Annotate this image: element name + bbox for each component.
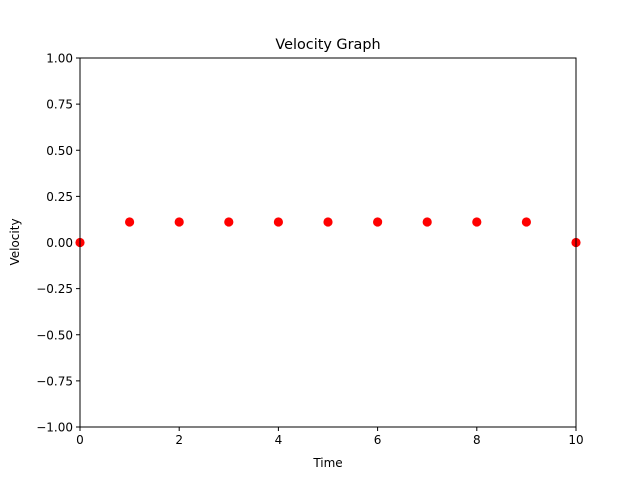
data-point (373, 217, 383, 227)
x-tick-label: 10 (568, 433, 583, 447)
chart-title: Velocity Graph (275, 37, 380, 53)
y-axis-label: Velocity (8, 218, 22, 265)
x-axis-label: Time (312, 456, 342, 470)
y-tick-label: −1.00 (36, 421, 73, 435)
x-tick-label: 2 (175, 433, 183, 447)
y-tick-label: 1.00 (46, 52, 73, 66)
y-tick-label: 0.75 (46, 98, 73, 112)
plot-area (80, 58, 576, 427)
x-axis-ticks: 0 2 4 6 8 10 (76, 427, 584, 447)
data-points (75, 217, 581, 248)
x-tick-label: 6 (374, 433, 382, 447)
x-tick-label: 4 (275, 433, 283, 447)
data-point (422, 217, 432, 227)
x-tick-label: 0 (76, 433, 84, 447)
data-point (323, 217, 333, 227)
y-tick-label: 0.25 (46, 190, 73, 204)
data-point (521, 217, 532, 227)
y-tick-label: 0.00 (46, 236, 73, 250)
data-point (472, 217, 482, 227)
plot-frame (79, 57, 577, 428)
data-point (174, 217, 184, 227)
x-tick-label: 8 (473, 433, 481, 447)
y-tick-label: 0.50 (46, 144, 73, 158)
data-point (125, 217, 135, 227)
y-tick-label: −0.25 (36, 282, 73, 296)
y-tick-label: −0.75 (36, 374, 73, 388)
data-point (273, 217, 283, 227)
y-tick-label: −0.50 (36, 328, 73, 342)
data-point (224, 217, 234, 227)
y-axis-ticks: −1.00 −0.75 −0.50 −0.25 0.00 0.25 0.50 0.75 1.00 (36, 52, 80, 435)
